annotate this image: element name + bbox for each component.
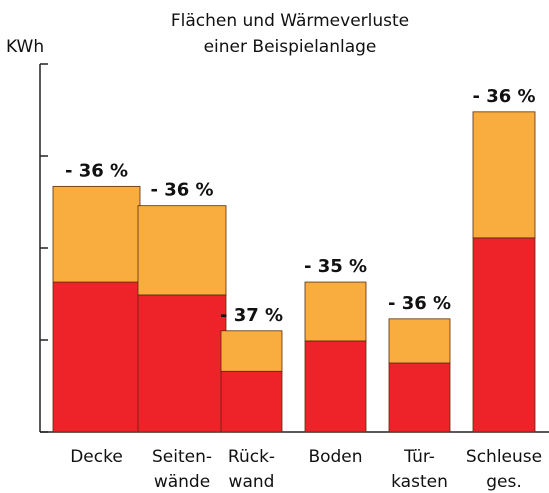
bar-segment [304, 340, 367, 433]
bar-segment [137, 294, 227, 433]
x-tick-label: Rück- [228, 447, 275, 467]
x-tick-label: ges. [486, 472, 522, 492]
bar-annotation: - 36 % [472, 86, 535, 107]
bar-segment [220, 330, 283, 372]
bar-annotation: - 36 % [65, 160, 128, 181]
bar-segment [137, 205, 227, 296]
bar-annotation: - 36 % [150, 180, 213, 201]
x-tick-label: Tür- [403, 447, 435, 467]
bar-segment [52, 185, 141, 283]
bar-segment [388, 318, 451, 364]
x-tick-label: wand [229, 472, 275, 492]
x-tick-label: Seiten- [152, 447, 212, 467]
bar-annotation: - 35 % [304, 256, 367, 277]
chart-title: Flächen und Wärmeverluste [171, 11, 409, 31]
x-tick-label: wände [154, 472, 210, 492]
x-tick-label: kasten [391, 472, 448, 492]
x-tick-label: Schleuse [466, 447, 542, 467]
x-tick-label: Decke [70, 447, 123, 467]
bar-segment [304, 281, 367, 342]
bar-segment [388, 362, 451, 433]
bar-segment [472, 111, 536, 239]
bar-segment [52, 281, 141, 433]
bar-segment [472, 237, 536, 433]
x-tick-label: Boden [308, 447, 362, 467]
bar-annotation: - 36 % [388, 293, 451, 314]
bar-segment [220, 370, 283, 433]
chart-title: einer Beispielanlage [204, 37, 377, 57]
y-axis-label: KWh [6, 37, 44, 57]
bar-annotation: - 37 % [220, 305, 283, 326]
